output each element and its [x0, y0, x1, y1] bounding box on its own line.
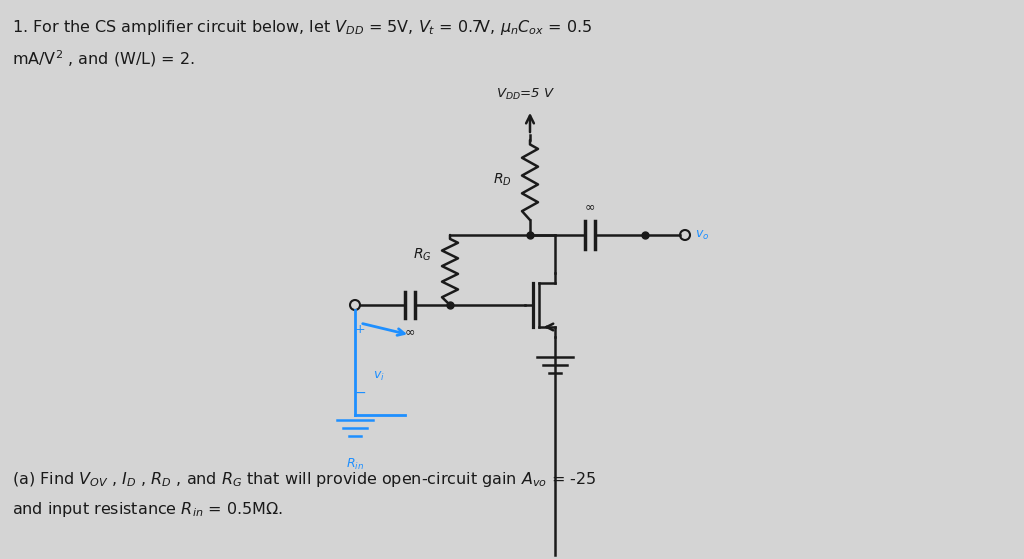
Text: $\infty$: $\infty$: [404, 325, 416, 338]
Text: $\infty$: $\infty$: [585, 200, 596, 213]
Text: $v_o$: $v_o$: [695, 229, 710, 241]
Text: (a) Find $V_{OV}$ , $I_D$ , $R_D$ , and $R_G$ that will provide open-circuit gai: (a) Find $V_{OV}$ , $I_D$ , $R_D$ , and …: [12, 470, 596, 489]
Text: +: +: [354, 323, 366, 336]
Text: $V_{DD}$=5 V: $V_{DD}$=5 V: [497, 87, 556, 102]
Text: $R_{in}$: $R_{in}$: [346, 457, 365, 472]
Text: and input resistance $R_{in}$ = 0.5M$\Omega$.: and input resistance $R_{in}$ = 0.5M$\Om…: [12, 500, 283, 519]
Text: 1. For the CS amplifier circuit below, let $V_{DD}$ = 5V, $V_t$ = 0.7V, $\mu_nC_: 1. For the CS amplifier circuit below, l…: [12, 18, 593, 37]
Text: mA/V$^2$ , and (W/L) = 2.: mA/V$^2$ , and (W/L) = 2.: [12, 48, 195, 69]
Text: $R_G$: $R_G$: [414, 247, 432, 263]
Text: −: −: [354, 386, 366, 400]
Text: $v_i$: $v_i$: [373, 370, 385, 383]
Text: $R_D$: $R_D$: [494, 172, 512, 188]
